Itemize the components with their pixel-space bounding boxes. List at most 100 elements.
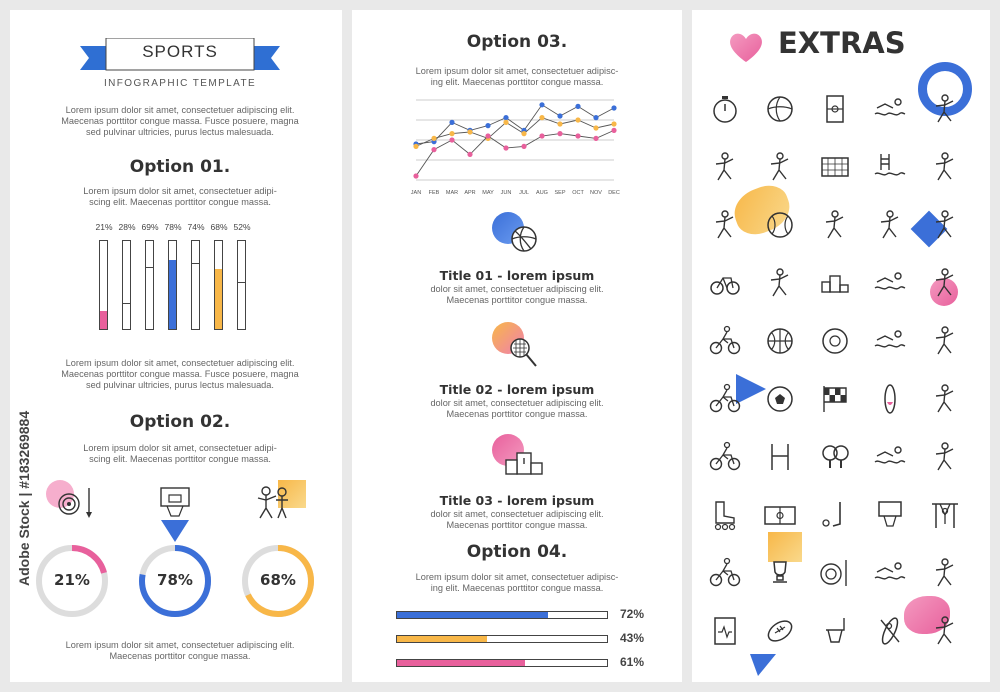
- podium-icon: [505, 452, 543, 475]
- item3-title: Title 03 - lorem ipsum: [439, 493, 595, 508]
- data-point: [449, 119, 455, 125]
- data-point: [557, 131, 563, 137]
- volleyball-icon: [761, 90, 799, 128]
- exercise-bike-icon: [706, 148, 744, 186]
- vertical-bar: [237, 240, 246, 330]
- data-point: [503, 115, 509, 121]
- heart-icon: [730, 33, 762, 62]
- sports-banner: [80, 38, 280, 71]
- ring-arc: [242, 545, 314, 617]
- intro-text: Lorem ipsum dolor sit amet, consectetuer…: [61, 105, 299, 137]
- bar-level-marker: [238, 282, 245, 283]
- option03-line-chart: JAN FEB MAR APR MAY JUN JUL AUG SEP OCT NOV DEC: [411, 99, 620, 196]
- data-point: [503, 119, 509, 125]
- bar-percent-label: 28%: [118, 222, 136, 232]
- football-player-icon: [926, 322, 964, 360]
- kayak-icon: [871, 612, 909, 650]
- item1-title: Title 01 - lorem ipsum: [439, 268, 595, 283]
- ring-arc: [139, 545, 211, 617]
- volleyball-icon: [511, 226, 537, 252]
- bar-fill: [397, 612, 549, 618]
- bar-fill: [215, 269, 222, 329]
- extras-title: EXTRAS: [778, 26, 906, 60]
- bar-percent-label: 21%: [95, 222, 113, 232]
- item2-title: Title 02 - lorem ipsum: [439, 382, 595, 397]
- data-point: [539, 133, 545, 139]
- option02-footer-text: Lorem ipsum dolor sit amet, consectetuer…: [65, 640, 295, 661]
- bar-percent-label: 78%: [164, 222, 182, 232]
- stock-watermark: Adobe Stock | #183269884: [16, 410, 32, 586]
- bar-level-marker: [192, 263, 199, 264]
- x-tick-label: AUG: [536, 190, 548, 196]
- blue-triangle-shape: [736, 374, 766, 404]
- ring-arc: [36, 545, 108, 617]
- swimming-icon: [871, 438, 909, 476]
- data-point: [413, 143, 419, 149]
- data-point: [485, 133, 491, 139]
- paragraph-2: Lorem ipsum dolor sit amet, consectetuer…: [61, 358, 299, 390]
- middle-panel: Option 03. Lorem ipsum dolor sit amet, c…: [352, 10, 682, 682]
- golfer-icon: [926, 438, 964, 476]
- x-tick-label: NOV: [590, 190, 602, 196]
- vertical-bar: [99, 240, 108, 330]
- bar-percent-label: 61%: [620, 655, 645, 669]
- gymnast-icon: [926, 90, 964, 128]
- vertical-bar: [214, 240, 223, 330]
- right-panel: EXTRAS: [692, 10, 990, 682]
- fencing-icon: [761, 264, 799, 302]
- option04-text: Lorem ipsum dolor sit amet, consectetuer…: [415, 572, 619, 593]
- roller-skate-icon: [706, 496, 744, 534]
- surfer-icon: [871, 264, 909, 302]
- option04-title: Option 04.: [466, 542, 568, 562]
- pull-up-bar-icon: [926, 496, 964, 534]
- horizontal-bar: [396, 611, 608, 619]
- data-point: [593, 115, 599, 121]
- x-tick-label: MAR: [446, 190, 458, 196]
- bar-level-marker: [123, 303, 130, 304]
- data-point: [557, 113, 563, 119]
- x-tick-label: JUN: [501, 190, 512, 196]
- horizontal-bar: [396, 659, 608, 667]
- series-line: [415, 117, 615, 147]
- rugby-posts-icon: [761, 438, 799, 476]
- karate-icon: [926, 380, 964, 418]
- climber-icon: [816, 206, 854, 244]
- x-tick-label: DEC: [608, 190, 620, 196]
- data-point: [467, 151, 473, 157]
- blue-triangle-shape-2: [750, 654, 776, 676]
- basketball-net-icon: [816, 612, 854, 650]
- banner-title: SPORTS: [142, 42, 218, 61]
- data-point: [485, 123, 491, 129]
- archery-icon: [816, 554, 854, 592]
- vertical-bar: [122, 240, 131, 330]
- badminton-icon: [871, 206, 909, 244]
- atv-icon: [706, 438, 744, 476]
- baseball-icon: [761, 206, 799, 244]
- orange-square-shape: [768, 532, 802, 562]
- wrestling-icon: [926, 206, 964, 244]
- blue-ring-shape: [918, 62, 972, 116]
- data-point: [575, 103, 581, 109]
- x-tick-label: OCT: [572, 190, 584, 196]
- ring-value: 21%: [54, 571, 90, 589]
- basketball-hoop-icon: [160, 487, 190, 542]
- billiard-icon: [816, 322, 854, 360]
- bar-percent-label: 68%: [210, 222, 228, 232]
- bmx-icon: [706, 380, 744, 418]
- bar-percent-label: 72%: [620, 607, 645, 621]
- racing-flag-icon: [816, 380, 854, 418]
- banner-subtitle: INFOGRAPHIC TEMPLATE: [103, 78, 257, 89]
- tennis-icon: [510, 338, 537, 367]
- field-icon: [816, 90, 854, 128]
- cycling-icon: [706, 322, 744, 360]
- bar-percent-label: 43%: [620, 631, 645, 645]
- bar-percent-label: 52%: [233, 222, 251, 232]
- cheerleader-icon: [926, 148, 964, 186]
- ping-pong-icon: [816, 438, 854, 476]
- data-point: [413, 173, 419, 179]
- bar-level-marker: [146, 267, 153, 268]
- option01-text: Lorem ipsum dolor sit amet, consectetuer…: [83, 186, 277, 207]
- data-point: [431, 147, 437, 153]
- soccer-ball-icon: [761, 380, 799, 418]
- data-point: [503, 145, 509, 151]
